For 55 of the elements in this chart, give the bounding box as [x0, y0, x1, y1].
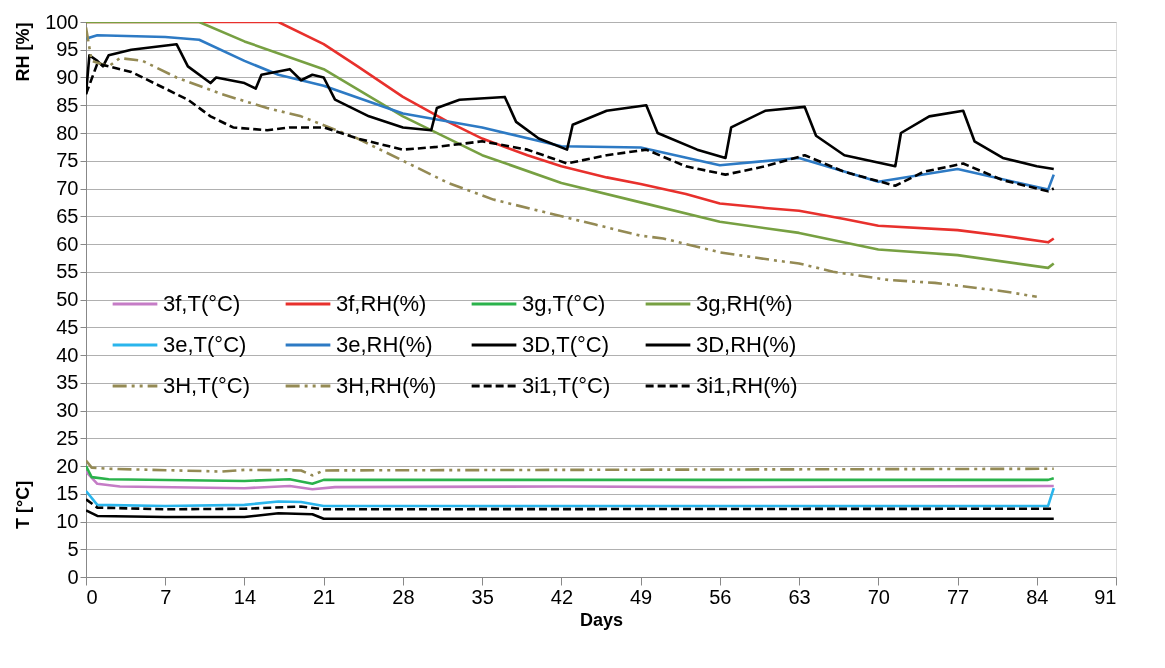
- y-tick-label: 80: [56, 121, 79, 144]
- y-tick-label: 95: [56, 38, 79, 61]
- x-tick-label: 56: [709, 585, 732, 608]
- y-tick-label: 45: [56, 315, 79, 338]
- x-tick-label: 42: [550, 585, 574, 608]
- y-tick-label: 70: [56, 177, 79, 199]
- x-tick-label: 0: [86, 585, 98, 608]
- legend-label: 3i1,T(°C): [522, 373, 611, 398]
- y-tick-label: 35: [56, 371, 79, 394]
- legend-label: 3H,T(°C): [163, 373, 251, 398]
- line-series: [86, 459, 1056, 477]
- y-tick-label: 20: [56, 454, 79, 477]
- y-tick-label: 15: [56, 482, 79, 505]
- line-series: [86, 509, 1056, 521]
- legend-label: 3H,RH(%): [336, 373, 437, 398]
- y-tick-label: 30: [56, 399, 79, 421]
- y-tick-label: 60: [56, 232, 79, 255]
- y-tick-label: 25: [56, 426, 79, 449]
- x-tick-label: 28: [392, 585, 415, 608]
- y-tick-label: 75: [56, 149, 79, 172]
- line-series: [86, 470, 1056, 491]
- line-series: [86, 486, 1056, 508]
- x-tick-label: 63: [788, 585, 811, 608]
- line-series: [86, 464, 1056, 486]
- y-tick-label: 100: [45, 10, 79, 33]
- text: T [°C]: [13, 480, 33, 529]
- x-tick-label: 70: [867, 585, 890, 608]
- y-tick-label: 85: [56, 93, 79, 116]
- y-tick-label: 50: [56, 288, 79, 310]
- legend-label: 3g,RH(%): [696, 291, 793, 316]
- x-tick-label: 49: [629, 585, 653, 608]
- legend-label: 3f,RH(%): [336, 291, 427, 316]
- x-tick-label: 14: [233, 585, 257, 608]
- legend-label: 3e,T(°C): [163, 332, 247, 357]
- legend-label: 3f,T(°C): [163, 291, 241, 316]
- legend-label: 3D,RH(%): [696, 332, 797, 357]
- legend-label: 3g,T(°C): [522, 291, 606, 316]
- x-tick-label: 77: [946, 585, 970, 608]
- x-tick-label: 35: [471, 585, 494, 608]
- y-tick-label: 40: [56, 343, 79, 366]
- y-tick-label: 0: [67, 565, 79, 588]
- y-tick-label: 55: [56, 260, 79, 283]
- x-tick-label: 21: [313, 585, 336, 608]
- y-tick-label: 5: [67, 537, 79, 560]
- legend-label: 3D,T(°C): [522, 332, 610, 357]
- y-tick-label: 65: [56, 204, 79, 227]
- legend-label: 3e,RH(%): [336, 332, 433, 357]
- y-axis-title: RH [%]: [13, 22, 34, 82]
- legend-label: 3i1,RH(%): [696, 373, 798, 398]
- x-axis-title: Days: [579, 609, 624, 630]
- y-tick-label: 10: [56, 510, 79, 532]
- x-tick-label: 7: [160, 585, 172, 608]
- y-tick-label: 90: [56, 66, 79, 88]
- x-tick-label: 91: [1094, 585, 1117, 608]
- x-tick-label: 84: [1026, 585, 1049, 608]
